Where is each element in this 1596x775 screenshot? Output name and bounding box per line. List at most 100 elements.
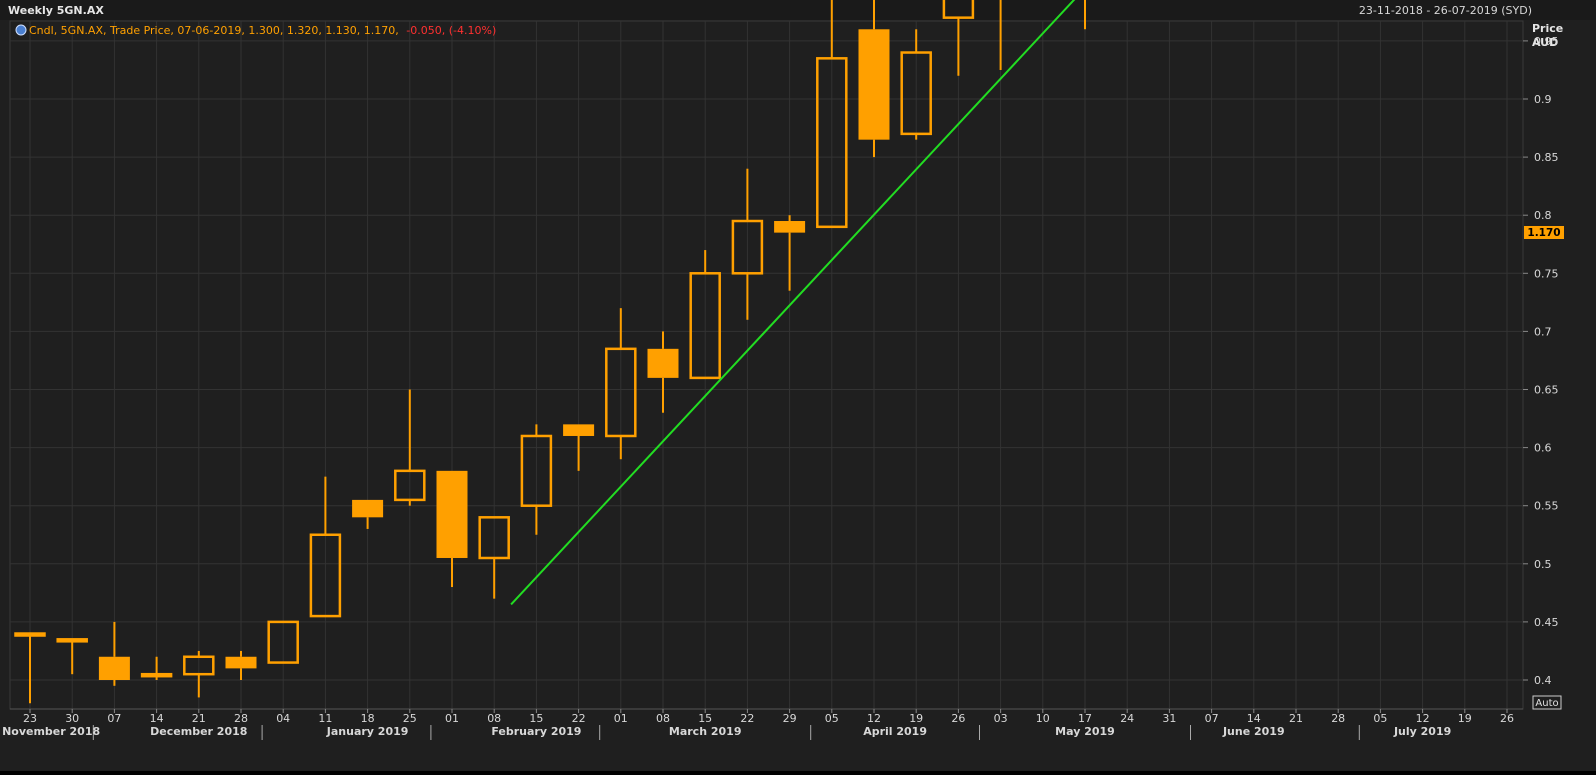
candle-body-filled [647,348,679,378]
series-globe-icon[interactable] [15,24,27,36]
candle[interactable] [14,632,46,704]
candle[interactable] [774,215,806,291]
y-tick-label: 0.4 [1534,674,1552,687]
month-label: February 2019 [491,725,581,738]
overlays: Shooting Stal [510,0,1317,606]
candle-body-hollow [689,272,721,380]
y-tick-label: 0.8 [1534,209,1552,222]
auto-scale-button[interactable] [1532,695,1562,710]
legend-change: -0.050, (-4.10%) [406,24,496,37]
month-label: November 2018 [2,725,100,738]
x-tick-label: 19 [909,712,923,725]
candle[interactable] [478,516,510,599]
candle-body-hollow [520,434,553,507]
candle[interactable] [816,0,848,229]
x-tick-label: 28 [1331,712,1345,725]
x-tick-label: 11 [318,712,332,725]
candle-body-hollow [183,655,215,676]
x-tick-label: 05 [1373,712,1387,725]
y-tick-label: 0.7 [1534,325,1552,338]
y-tick-label: 0.65 [1534,384,1559,397]
x-tick-label: 01 [614,712,628,725]
candle[interactable] [563,424,595,471]
y-tick-label: 0.9 [1534,93,1552,106]
y-axis-ticks: 1.451.41.351.31.251.21.151.11.0510.950.9… [1523,35,1559,687]
chart-title: Weekly 5GN.AX [8,4,104,17]
candle[interactable] [309,476,342,618]
candle[interactable] [436,470,468,588]
candle-body-hollow [14,632,46,637]
candle-body-hollow [56,638,88,643]
candle[interactable] [98,621,130,686]
month-label: June 2019 [1222,725,1285,738]
candle-body-hollow [140,672,173,678]
candle-body-hollow [942,0,975,19]
month-label: March 2019 [669,725,742,738]
candle[interactable] [140,656,173,680]
candles [14,0,1100,704]
x-tick-label: 12 [867,712,881,725]
y-tick-label: 0.95 [1534,35,1559,48]
x-tick-label: 26 [1500,712,1514,725]
candle-body-filled [774,221,806,233]
x-tick-label: 26 [951,712,965,725]
candle[interactable] [647,331,679,413]
series-legend[interactable]: Cndl, 5GN.AX, Trade Price, 07-06-2019, 1… [29,24,496,37]
candle-body-hollow [309,533,342,618]
month-label: January 2019 [326,725,409,738]
x-tick-label: 01 [445,712,459,725]
x-tick-label: 07 [1205,712,1219,725]
x-tick-label: 18 [361,712,375,725]
candle[interactable] [731,168,764,320]
legend-values: Cndl, 5GN.AX, Trade Price, 07-06-2019, 1… [29,24,399,37]
candle[interactable] [394,389,426,506]
candle[interactable] [985,0,1016,70]
candle[interactable] [56,638,88,675]
plot-area[interactable] [9,20,1524,710]
x-tick-label: 07 [107,712,121,725]
candle[interactable] [858,0,890,158]
x-tick-label: 30 [65,712,79,725]
y-tick-label: 0.6 [1534,442,1552,455]
x-tick-label: 10 [1036,712,1050,725]
x-tick-label: 31 [1162,712,1176,725]
candle[interactable] [225,650,257,680]
candle[interactable] [942,0,975,76]
candle[interactable] [520,424,553,535]
candle-body-filled [436,470,468,558]
x-tick-label: 29 [783,712,797,725]
x-tick-label: 22 [572,712,586,725]
x-tick-label: 12 [1416,712,1430,725]
candle-body-filled [225,656,257,669]
x-tick-label: 08 [656,712,670,725]
x-axis-ticks: 23 30 07 14 21 28 04 11 18 25 01 08 15 22 01 08 15 22 29 05… [23,709,1514,725]
y-axis-unit: AUD [1532,36,1558,49]
x-tick-label: 17 [1078,712,1092,725]
x-tick-label: 22 [740,712,754,725]
candle[interactable] [183,650,215,698]
candle[interactable] [352,499,384,529]
x-tick-label: 14 [1247,712,1261,725]
candle-body-hollow [394,469,426,502]
x-axis-months: November 2018 December 2018 January 2019 Fe… [2,725,1451,740]
x-tick-label: 23 [23,712,37,725]
x-tick-label: 25 [403,712,417,725]
trendline[interactable] [510,0,1317,606]
x-tick-label: 28 [234,712,248,725]
last-price-label: 1.170 [1527,227,1560,239]
candle-body-hollow [731,219,764,275]
candle[interactable] [689,250,721,380]
month-label: July 2019 [1393,725,1451,738]
x-tick-label: 21 [192,712,206,725]
x-tick-label: 08 [487,712,501,725]
candle[interactable] [267,620,299,664]
y-axis-title: Price [1532,22,1563,35]
y-tick-label: 0.75 [1534,267,1559,280]
candle[interactable] [900,29,932,140]
candle[interactable] [605,308,637,460]
date-range[interactable]: 23-11-2018 - 26-07-2019 (SYD) [1359,4,1532,17]
candle[interactable] [1071,0,1100,30]
month-label: May 2019 [1055,725,1115,738]
